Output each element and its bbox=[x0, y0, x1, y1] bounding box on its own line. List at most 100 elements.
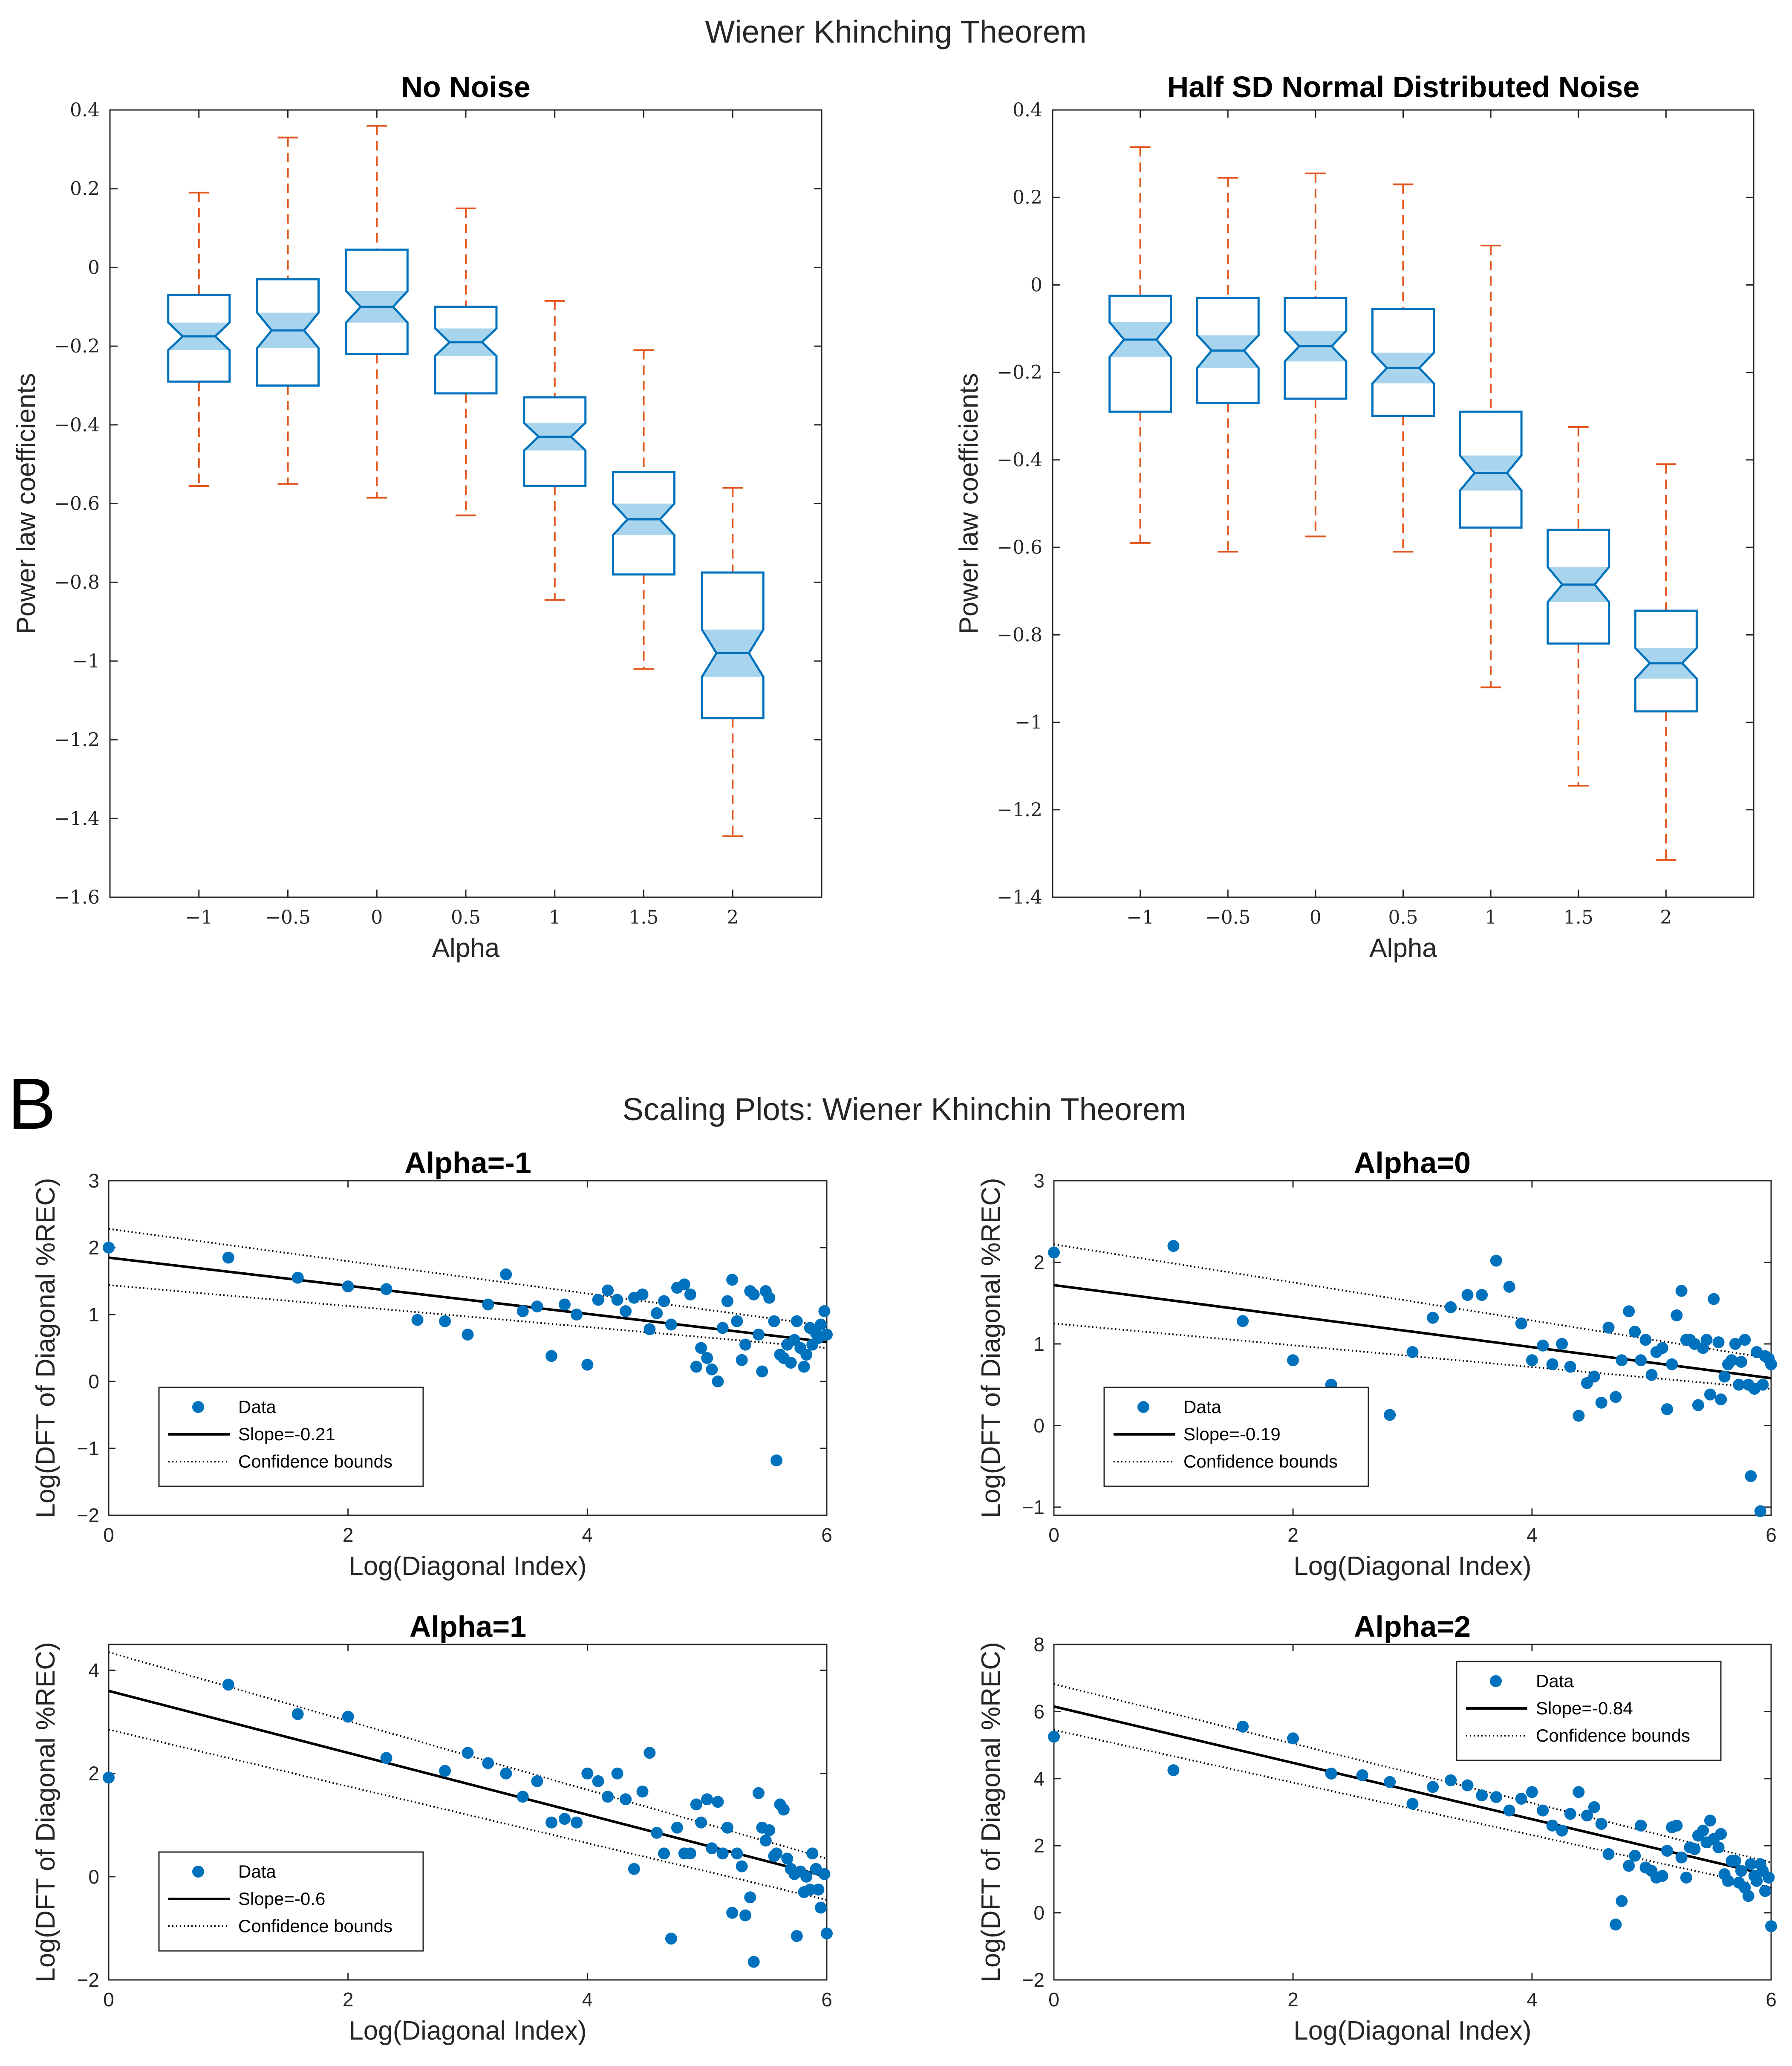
data-point bbox=[1595, 1396, 1607, 1409]
y-tick-label: −1.4 bbox=[997, 887, 1042, 908]
legend-bounds-label: Confidence bounds bbox=[238, 1916, 392, 1936]
data-point bbox=[1629, 1849, 1641, 1862]
data-point bbox=[581, 1358, 594, 1371]
lower-confidence-bound bbox=[108, 1284, 827, 1349]
data-point bbox=[747, 1288, 760, 1300]
data-point bbox=[571, 1816, 583, 1829]
notch-fill bbox=[1197, 335, 1259, 368]
legend-data-label: Data bbox=[1536, 1671, 1574, 1691]
legend-bounds-label: Confidence bounds bbox=[1536, 1725, 1690, 1745]
data-point bbox=[1680, 1871, 1692, 1884]
data-point bbox=[781, 1852, 794, 1865]
data-point bbox=[558, 1298, 571, 1311]
data-point bbox=[1729, 1855, 1741, 1867]
data-point bbox=[1445, 1774, 1457, 1786]
y-tick-label: −1 bbox=[72, 650, 100, 672]
y-tick-label: −0.6 bbox=[54, 493, 100, 515]
data-point bbox=[1610, 1391, 1622, 1403]
data-point bbox=[671, 1821, 683, 1834]
y-axis-label: Log(DFT of Diagonal %REC) bbox=[31, 1178, 61, 1518]
data-point bbox=[1537, 1804, 1549, 1817]
data-point bbox=[1675, 1285, 1688, 1297]
data-point bbox=[1526, 1354, 1538, 1367]
y-tick-label: 4 bbox=[88, 1659, 99, 1682]
data-point bbox=[545, 1816, 558, 1829]
x-tick-label: 1 bbox=[549, 907, 561, 928]
data-point bbox=[759, 1835, 772, 1847]
data-point bbox=[342, 1711, 354, 1723]
data-point bbox=[1461, 1289, 1474, 1301]
y-tick-label: −1.2 bbox=[54, 729, 100, 751]
data-point bbox=[482, 1757, 494, 1769]
data-point bbox=[380, 1283, 392, 1295]
data-point bbox=[736, 1354, 748, 1366]
data-point bbox=[531, 1300, 543, 1313]
x-tick-label: 2 bbox=[1287, 1988, 1299, 2011]
data-point bbox=[1700, 1334, 1713, 1346]
data-point bbox=[726, 1274, 739, 1286]
data-point bbox=[1712, 1841, 1725, 1854]
data-point bbox=[716, 1847, 729, 1860]
section-a-title: Wiener Khinching Theorem bbox=[705, 14, 1086, 49]
data-point bbox=[726, 1907, 739, 1919]
y-axis-label: Log(DFT of Diagonal %REC) bbox=[976, 1642, 1006, 1982]
data-point bbox=[1704, 1388, 1716, 1401]
data-point bbox=[1754, 1505, 1766, 1517]
data-point bbox=[1726, 1354, 1738, 1367]
data-point bbox=[1715, 1828, 1727, 1840]
data-point bbox=[814, 1318, 827, 1331]
y-tick-label: −0.2 bbox=[54, 335, 100, 357]
data-point bbox=[739, 1338, 752, 1351]
plot-frame bbox=[108, 1644, 828, 1981]
data-point bbox=[1688, 1843, 1701, 1855]
data-point bbox=[1167, 1764, 1180, 1777]
data-point bbox=[752, 1787, 765, 1799]
chart-title: Alpha=-1 bbox=[404, 1146, 531, 1179]
x-tick-label: 1.5 bbox=[629, 907, 659, 928]
y-tick-label: 0.4 bbox=[70, 99, 100, 121]
x-tick-label: 0 bbox=[103, 1988, 114, 2011]
data-point bbox=[1763, 1871, 1775, 1884]
data-point bbox=[731, 1847, 743, 1860]
y-tick-label: 3 bbox=[1033, 1170, 1045, 1192]
upper-confidence-bound bbox=[1053, 1683, 1772, 1864]
plot-frame bbox=[1053, 1644, 1772, 1981]
data-point bbox=[1616, 1354, 1628, 1367]
data-point bbox=[814, 1901, 827, 1914]
x-axis-label: Alpha bbox=[1369, 933, 1437, 963]
data-point bbox=[1712, 1336, 1725, 1349]
legend-bounds-label: Confidence bounds bbox=[1183, 1451, 1338, 1471]
data-point bbox=[1745, 1858, 1757, 1870]
data-point bbox=[1384, 1409, 1396, 1421]
fit-line bbox=[1053, 1284, 1772, 1380]
data-point bbox=[1384, 1776, 1396, 1788]
legend-bounds-label: Confidence bounds bbox=[238, 1451, 392, 1471]
y-tick-label: 2 bbox=[1033, 1835, 1045, 1857]
box bbox=[701, 571, 765, 719]
data-point bbox=[500, 1268, 512, 1280]
data-point bbox=[731, 1315, 743, 1327]
data-point bbox=[1751, 1875, 1763, 1887]
data-point bbox=[1661, 1403, 1673, 1416]
data-point bbox=[1356, 1769, 1368, 1781]
data-point bbox=[1588, 1801, 1600, 1813]
data-point bbox=[1546, 1358, 1558, 1370]
data-point bbox=[103, 1242, 115, 1254]
x-tick-label: 2 bbox=[1660, 907, 1672, 928]
chart-half-sd-noise: Half SD Normal Distributed Noise 0.4 0.2 0 −… bbox=[954, 70, 1754, 963]
data-point bbox=[791, 1930, 803, 1942]
x-axis-label: Log(Diagonal Index) bbox=[1293, 1552, 1531, 1581]
legend-data-marker bbox=[1137, 1401, 1149, 1413]
data-point bbox=[1573, 1410, 1585, 1422]
data-point bbox=[1573, 1786, 1585, 1798]
y-tick-label: −2 bbox=[1022, 1969, 1045, 1991]
data-point bbox=[701, 1352, 713, 1364]
data-point bbox=[571, 1309, 583, 1321]
legend-data-label: Data bbox=[1183, 1397, 1221, 1417]
x-tick-label: −1 bbox=[1126, 907, 1154, 928]
x-tick-label: 4 bbox=[1527, 1524, 1538, 1546]
data-point bbox=[658, 1295, 670, 1307]
y-tick-label: 0 bbox=[1033, 1414, 1045, 1436]
